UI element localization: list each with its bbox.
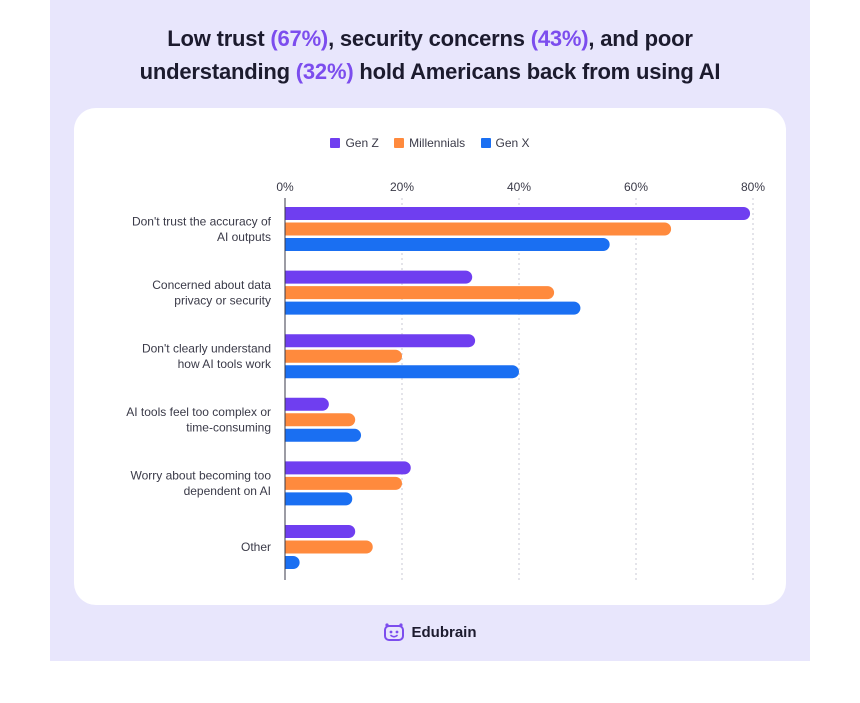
- headline-line-2: understanding (32%) hold Americans back …: [50, 55, 810, 88]
- bar: [285, 222, 672, 236]
- category-label: Don't trust the accuracy of: [132, 214, 272, 228]
- headline-text: Low trust: [167, 26, 271, 51]
- category-label: AI tools feel too complex or: [126, 405, 271, 419]
- robot-face-icon: [384, 623, 405, 641]
- headline-text: hold Americans back from using AI: [353, 59, 721, 84]
- brand-footer: Edubrain: [0, 622, 860, 642]
- bar: [285, 492, 353, 506]
- x-tick-label: 80%: [741, 180, 765, 194]
- bar: [285, 207, 751, 220]
- category-label: time-consuming: [186, 421, 271, 435]
- legend-label-millennials: Millennials: [409, 136, 466, 150]
- legend-swatch-gen-z: [330, 138, 341, 148]
- chart-card: [74, 108, 786, 605]
- headline-text: , security concerns: [328, 26, 531, 51]
- brand-name: Edubrain: [411, 623, 477, 641]
- bar: [285, 397, 329, 411]
- bar: [285, 270, 473, 284]
- legend-swatch-gen-x: [480, 138, 491, 148]
- headline-highlight-security: (43%): [530, 26, 589, 51]
- bar: [285, 428, 362, 442]
- category-label: AI outputs: [217, 230, 271, 244]
- headline-highlight-trust: (67%): [270, 26, 329, 51]
- chart-headline: Low trust (67%), security concerns (43%)…: [50, 22, 810, 88]
- category-label: Concerned about data: [152, 278, 271, 292]
- x-tick-label: 40%: [507, 180, 531, 194]
- category-label: privacy or security: [174, 293, 271, 307]
- category-label: how AI tools work: [178, 357, 272, 371]
- x-tick-label: 60%: [624, 180, 648, 194]
- headline-line-1: Low trust (67%), security concerns (43%)…: [50, 22, 810, 55]
- bar: [285, 286, 555, 300]
- bar: [285, 349, 402, 363]
- legend-item-gen-x[interactable]: Gen X: [480, 136, 530, 150]
- headline-highlight-understanding: (32%): [295, 59, 354, 84]
- category-label: Worry about becoming too: [130, 469, 271, 483]
- legend-item-millennials[interactable]: Millennials: [394, 136, 465, 150]
- category-label: dependent on AI: [184, 484, 271, 498]
- bar: [285, 238, 610, 251]
- headline-text: understanding: [139, 59, 296, 84]
- bar: [285, 525, 356, 538]
- bar: [285, 413, 356, 427]
- category-label: Other: [241, 540, 271, 554]
- category-label: Don't clearly understand: [142, 341, 271, 355]
- legend-swatch-millennials: [394, 138, 405, 148]
- bar: [285, 540, 373, 554]
- x-tick-label: 20%: [390, 180, 414, 194]
- bar: [285, 301, 581, 315]
- bar: [285, 365, 519, 379]
- legend-item-gen-z[interactable]: Gen Z: [330, 136, 379, 150]
- bar: [285, 556, 300, 569]
- legend-label-gen-x: Gen X: [495, 136, 530, 150]
- bar: [285, 476, 402, 490]
- bar: [285, 461, 411, 475]
- bar: [285, 334, 476, 348]
- chart-legend: Gen Z Millennials Gen X: [0, 136, 860, 151]
- headline-text: , and poor: [588, 26, 693, 51]
- legend-label-gen-z: Gen Z: [345, 136, 379, 150]
- x-tick-label: 0%: [276, 180, 294, 194]
